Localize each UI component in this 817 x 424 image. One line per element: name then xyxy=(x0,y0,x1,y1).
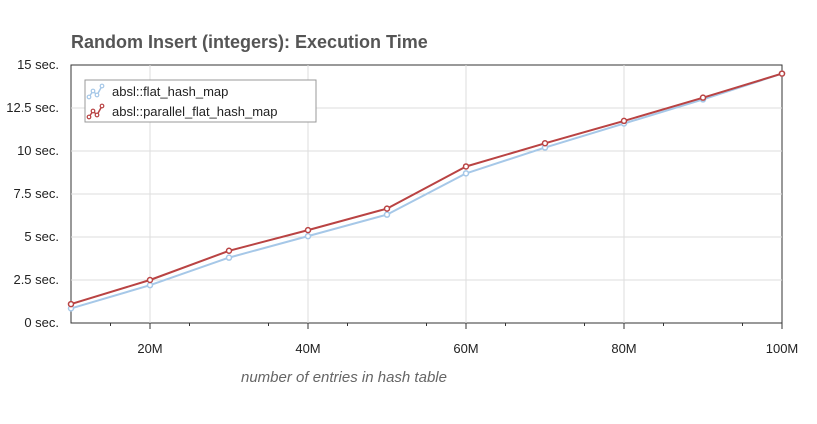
x-tick-label: 40M xyxy=(295,341,320,356)
y-tick-label: 0 sec. xyxy=(24,315,59,330)
data-point xyxy=(225,247,233,255)
legend-marker xyxy=(90,108,96,114)
data-point xyxy=(462,163,470,170)
x-axis-label: number of entries in hash table xyxy=(241,369,447,386)
chart-title: Random Insert (integers): Execution Time xyxy=(71,32,428,52)
legend-marker xyxy=(99,83,105,89)
legend-marker xyxy=(94,92,100,98)
data-point xyxy=(67,300,75,308)
legend: absl::flat_hash_mapabsl::parallel_flat_h… xyxy=(84,79,317,123)
y-tick-label: 12.5 sec. xyxy=(6,100,59,115)
legend-marker xyxy=(86,94,92,100)
data-point xyxy=(778,70,786,77)
y-tick-label: 10 sec. xyxy=(17,143,59,158)
series-line-1 xyxy=(70,72,783,310)
data-point xyxy=(383,211,391,218)
axis-labels: 0 sec. 2.5 sec. 5 sec. 7.5 sec. 10 sec. 12.5 … xyxy=(6,57,798,356)
x-tick-label: 20M xyxy=(137,341,162,356)
legend-label: absl::flat_hash_map xyxy=(112,84,228,99)
x-tick-label: 80M xyxy=(611,341,636,356)
data-point xyxy=(304,232,312,240)
data-point xyxy=(304,226,312,234)
series-lines xyxy=(67,70,786,312)
data-point xyxy=(225,254,233,261)
legend-line-icon xyxy=(88,85,103,98)
legend-line-icon xyxy=(88,105,103,118)
legend-label: absl::parallel_flat_hash_map xyxy=(112,104,278,119)
legend-item: absl::flat_hash_map xyxy=(86,83,228,100)
legend-marker xyxy=(94,112,100,118)
x-tick-label: 60M xyxy=(453,341,478,356)
series-line-2 xyxy=(70,72,783,306)
legend-item: absl::parallel_flat_hash_map xyxy=(86,103,278,120)
legend-marker xyxy=(99,103,105,109)
data-point xyxy=(146,281,154,289)
y-tick-label: 2.5 sec. xyxy=(13,272,59,287)
y-tick-label: 5 sec. xyxy=(24,229,59,244)
data-point xyxy=(383,205,391,212)
data-point xyxy=(462,170,470,177)
legend-box xyxy=(84,79,317,123)
data-point xyxy=(146,276,154,284)
y-tick-label: 7.5 sec. xyxy=(13,186,59,201)
data-point xyxy=(620,117,628,125)
x-tick-label: 100M xyxy=(766,341,799,356)
legend-marker xyxy=(86,114,92,120)
y-tick-label: 15 sec. xyxy=(17,57,59,72)
data-point xyxy=(699,94,707,101)
data-point xyxy=(541,140,549,147)
legend-marker xyxy=(90,88,96,94)
